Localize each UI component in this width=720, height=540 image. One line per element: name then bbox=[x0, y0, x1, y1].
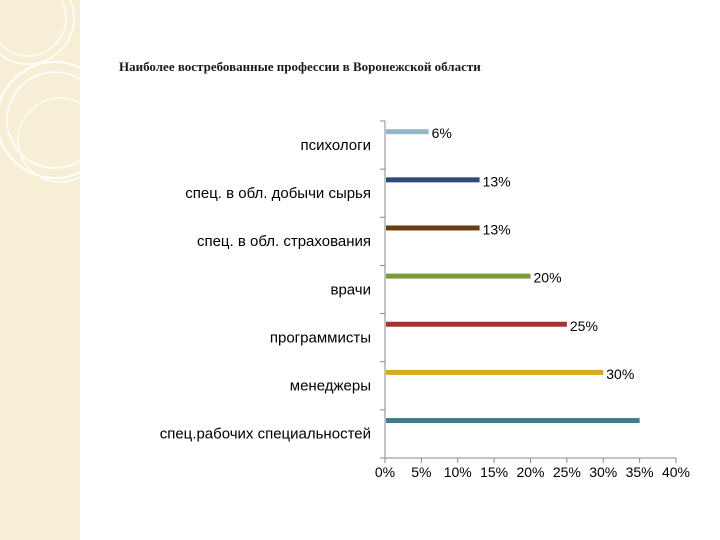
x-tick-label: 30% bbox=[589, 464, 617, 480]
x-tick-label: 25% bbox=[553, 464, 581, 480]
category-label: программисты bbox=[270, 329, 371, 346]
bar bbox=[386, 129, 429, 135]
data-label: 6% bbox=[432, 125, 452, 141]
x-tick-label: 40% bbox=[662, 464, 690, 480]
bar bbox=[386, 369, 604, 375]
category-label: врачи bbox=[330, 281, 371, 298]
data-labels: 6% 13% 13% 20% 25% 30% bbox=[432, 125, 635, 382]
data-label: 20% bbox=[534, 270, 562, 286]
x-tick-label: 10% bbox=[444, 464, 472, 480]
x-tick-labels: 0% 5% 10% 15% 20% 25% 30% 35% 40% bbox=[375, 464, 690, 480]
data-label: 30% bbox=[606, 366, 634, 382]
bar bbox=[386, 321, 567, 327]
category-label: психологи bbox=[301, 137, 371, 154]
bar bbox=[386, 177, 480, 183]
x-tick-label: 20% bbox=[516, 464, 544, 480]
data-label: 13% bbox=[483, 221, 511, 237]
x-tick-label: 5% bbox=[411, 464, 431, 480]
x-tick-label: 35% bbox=[626, 464, 654, 480]
category-label: спец. в обл. страхования bbox=[197, 233, 371, 250]
bar bbox=[386, 418, 640, 424]
category-label: менеджеры bbox=[290, 378, 371, 395]
bar bbox=[386, 225, 480, 231]
data-label: 13% bbox=[483, 173, 511, 189]
bar bbox=[386, 273, 531, 279]
category-label: спец. в обл. добычи сырья bbox=[185, 185, 371, 202]
x-tick-label: 15% bbox=[480, 464, 508, 480]
x-tick-label: 0% bbox=[375, 464, 395, 480]
category-label: спец.рабочих специальностей bbox=[160, 426, 371, 443]
data-label: 25% bbox=[570, 318, 598, 334]
category-labels: психологи спец. в обл. добычи сырья спец. … bbox=[160, 137, 371, 443]
slide-title: Наиболее востребованные профессии в Воро… bbox=[119, 59, 481, 74]
circle-ornament-icon bbox=[0, 0, 80, 183]
decorative-sidebar bbox=[0, 0, 80, 540]
chart-axes bbox=[380, 120, 677, 463]
chart-bars bbox=[386, 129, 640, 424]
